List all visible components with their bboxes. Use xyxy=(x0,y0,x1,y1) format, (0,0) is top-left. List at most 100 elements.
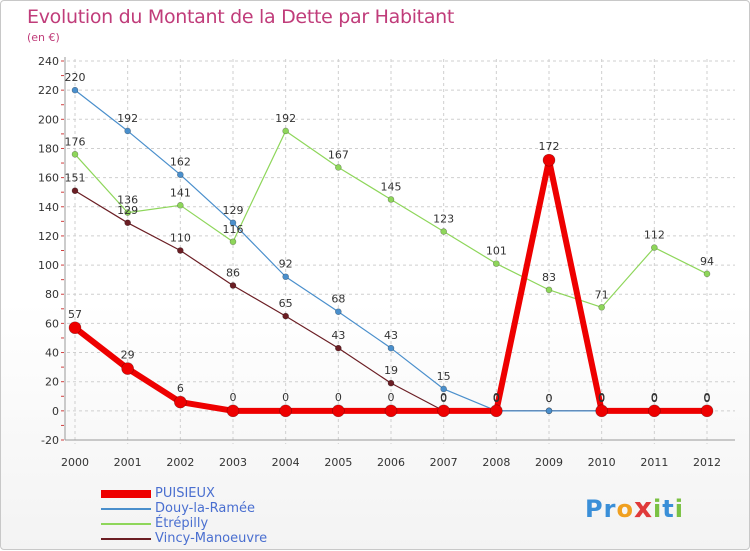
data-point-douy-la-ram-e xyxy=(229,219,237,227)
data-point-puisieux xyxy=(121,362,134,375)
data-label-vincy-manoeuvre: 0 xyxy=(598,392,605,405)
data-label-puisieux: 0 xyxy=(704,391,711,404)
x-tick-label: 2011 xyxy=(640,456,668,469)
data-label-puisieux: 0 xyxy=(388,391,395,404)
y-tick-label: 40 xyxy=(45,347,59,360)
chart-subtitle: (en €) xyxy=(27,31,60,44)
data-point-vincy-manoeuvre xyxy=(71,187,79,195)
data-label-puisieux: 29 xyxy=(121,349,135,362)
data-point-douy-la-ram-e xyxy=(545,407,553,415)
data-point--tr-pilly xyxy=(440,228,447,235)
legend-swatch xyxy=(101,508,151,510)
y-tick-label: 220 xyxy=(38,84,59,97)
data-point-vincy-manoeuvre xyxy=(387,379,395,387)
logo-letter: t xyxy=(662,495,675,523)
data-point-douy-la-ram-e xyxy=(387,344,395,352)
data-label--tr-pilly: 136 xyxy=(117,194,138,207)
x-tick-label: 2007 xyxy=(430,456,458,469)
x-tick-label: 2002 xyxy=(166,456,194,469)
data-point-puisieux xyxy=(332,404,345,418)
data-point--tr-pilly xyxy=(124,209,131,216)
logo-letter: i xyxy=(653,495,663,523)
data-point-douy-la-ram-e xyxy=(440,385,447,393)
data-label-vincy-manoeuvre: 0 xyxy=(651,392,658,405)
logo-letter: o xyxy=(616,495,634,523)
data-label-puisieux: 0 xyxy=(493,391,500,404)
data-label-douy-la-ram-e: 162 xyxy=(170,156,191,169)
data-label--tr-pilly: 167 xyxy=(328,148,349,161)
data-label--tr-pilly: 123 xyxy=(433,213,454,226)
data-point-vincy-manoeuvre xyxy=(177,247,184,254)
y-tick-label: 140 xyxy=(38,201,59,214)
y-tick-label: -20 xyxy=(41,434,59,447)
data-label-douy-la-ram-e: 0 xyxy=(493,392,500,405)
data-label-vincy-manoeuvre: 19 xyxy=(384,364,398,377)
data-point-puisieux xyxy=(700,404,714,418)
x-tick-label: 2004 xyxy=(272,456,300,469)
logo-letter: P xyxy=(585,495,604,523)
data-label-vincy-manoeuvre: 43 xyxy=(331,329,345,342)
data-point--tr-pilly xyxy=(545,286,553,294)
data-point-douy-la-ram-e xyxy=(71,86,79,94)
logo-letter: r xyxy=(603,495,617,523)
data-point-puisieux xyxy=(68,321,82,335)
data-point-vincy-manoeuvre xyxy=(229,282,237,289)
legend-label: Étrépilly xyxy=(155,516,209,531)
data-point-puisieux xyxy=(384,404,398,418)
y-tick-label: 240 xyxy=(38,55,59,68)
y-tick-label: 100 xyxy=(38,259,59,272)
grid xyxy=(67,59,735,444)
data-point--tr-pilly xyxy=(71,150,79,158)
data-label-puisieux: 0 xyxy=(230,391,237,404)
y-tick-label: 120 xyxy=(38,230,59,243)
x-tick-label: 2005 xyxy=(324,456,352,469)
data-label-puisieux: 0 xyxy=(651,391,658,404)
data-label--tr-pilly: 141 xyxy=(170,186,191,199)
x-tick-label: 2010 xyxy=(588,456,616,469)
series xyxy=(68,86,714,418)
x-tick-label: 2003 xyxy=(219,456,247,469)
data-point-puisieux xyxy=(437,404,450,418)
y-tick-label: 20 xyxy=(45,376,59,389)
data-label-douy-la-ram-e: 43 xyxy=(384,329,398,342)
data-label-puisieux: 6 xyxy=(177,382,184,395)
data-label--tr-pilly: 94 xyxy=(700,255,714,268)
data-point-puisieux xyxy=(542,153,556,167)
data-label-vincy-manoeuvre: 110 xyxy=(170,232,191,245)
axes: -200204060801001201401601802002202402000… xyxy=(38,55,735,469)
data-label--tr-pilly: 192 xyxy=(275,112,296,125)
data-point-puisieux xyxy=(226,404,240,418)
data-label-puisieux: 57 xyxy=(68,308,82,321)
data-label--tr-pilly: 176 xyxy=(65,135,86,148)
x-tick-label: 2000 xyxy=(61,456,89,469)
data-point--tr-pilly xyxy=(387,196,395,203)
data-label--tr-pilly: 71 xyxy=(595,288,609,301)
data-point--tr-pilly xyxy=(651,244,658,251)
data-label-douy-la-ram-e: 0 xyxy=(598,392,605,405)
data-label-douy-la-ram-e: 129 xyxy=(223,204,244,217)
data-point-vincy-manoeuvre xyxy=(282,312,289,320)
data-label-puisieux: 0 xyxy=(335,391,342,404)
chart-title: Evolution du Montant de la Dette par Hab… xyxy=(27,6,455,28)
data-point-puisieux xyxy=(595,404,608,418)
legend-label: Douy-la-Ramée xyxy=(155,501,256,516)
data-labels: 151 129 110 86 65 43 19 0 0 0 0 0 0 176 136 141 116 192 16… xyxy=(65,71,715,405)
data-point-vincy-manoeuvre xyxy=(124,219,131,227)
data-label-douy-la-ram-e: 15 xyxy=(437,370,451,383)
data-label--tr-pilly: 83 xyxy=(542,271,556,284)
data-label-douy-la-ram-e: 0 xyxy=(704,392,711,405)
x-tick-label: 2009 xyxy=(535,456,563,469)
legend-label: Vincy-Manoeuvre xyxy=(155,531,268,546)
data-point--tr-pilly xyxy=(229,238,237,246)
y-tick-label: 60 xyxy=(45,317,59,330)
data-label-douy-la-ram-e: 68 xyxy=(331,293,345,306)
data-label-vincy-manoeuvre: 129 xyxy=(117,204,138,217)
logo-letter: x xyxy=(633,491,653,524)
data-point--tr-pilly xyxy=(493,260,500,267)
data-label-vincy-manoeuvre: 0 xyxy=(493,392,500,405)
data-label-douy-la-ram-e: 0 xyxy=(546,392,553,405)
y-tick-label: 80 xyxy=(45,288,59,301)
data-label--tr-pilly: 116 xyxy=(223,223,244,236)
